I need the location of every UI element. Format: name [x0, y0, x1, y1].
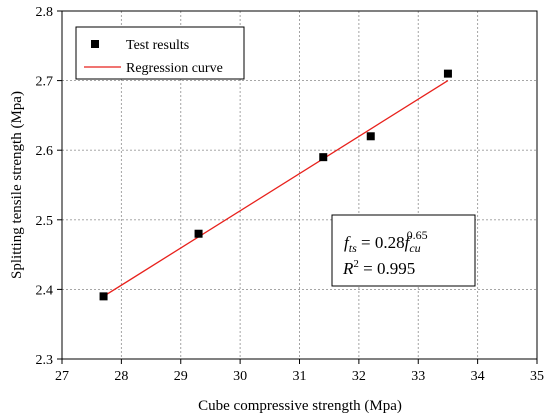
legend-label-test-results: Test results — [126, 38, 189, 53]
y-axis-title: Splitting tensile strength (Mpa) — [9, 91, 25, 279]
x-tick-label: 34 — [471, 369, 485, 384]
equation-box — [331, 214, 476, 287]
axis-ticks: 27 28 29 30 31 32 33 34 35 2.3 2.4 2.5 2.6 2.7 2.8 — [36, 5, 545, 384]
y-tick-label: 2.6 — [36, 144, 54, 159]
x-tick-label: 32 — [352, 369, 366, 384]
y-tick-label: 2.4 — [36, 283, 54, 298]
equation-formula: fts = 0.28fcu0.65 — [344, 228, 428, 255]
data-point — [99, 292, 108, 301]
r-squared-text: R2 = 0.995 — [342, 258, 415, 278]
x-tick-label: 30 — [233, 369, 247, 384]
y-tick-label: 2.7 — [36, 75, 54, 90]
x-tick-label: 28 — [114, 369, 128, 384]
data-point — [366, 132, 375, 141]
legend-box — [75, 26, 245, 80]
y-tick-label: 2.5 — [36, 214, 54, 229]
x-axis-title: Cube compressive strength (Mpa) — [198, 398, 402, 414]
regression-layer — [103, 80, 449, 297]
points-layer — [99, 69, 452, 301]
x-tick-label: 27 — [55, 369, 69, 384]
y-tick-label: 2.3 — [36, 353, 54, 368]
y-tick-label: 2.8 — [36, 5, 54, 20]
equation-annotation: fts = 0.28fcu0.65 R2 = 0.995 — [331, 214, 476, 287]
legend-marker-test-results — [91, 40, 99, 48]
legend-label-regression: Regression curve — [126, 61, 223, 76]
x-tick-label: 35 — [530, 369, 544, 384]
data-point — [194, 229, 203, 238]
x-tick-label: 33 — [411, 369, 425, 384]
data-point — [443, 69, 452, 78]
legend: Test results Regression curve — [75, 26, 245, 80]
x-tick-label: 29 — [174, 369, 188, 384]
regression-line — [103, 80, 449, 297]
data-point — [319, 153, 328, 162]
x-tick-label: 31 — [293, 369, 307, 384]
